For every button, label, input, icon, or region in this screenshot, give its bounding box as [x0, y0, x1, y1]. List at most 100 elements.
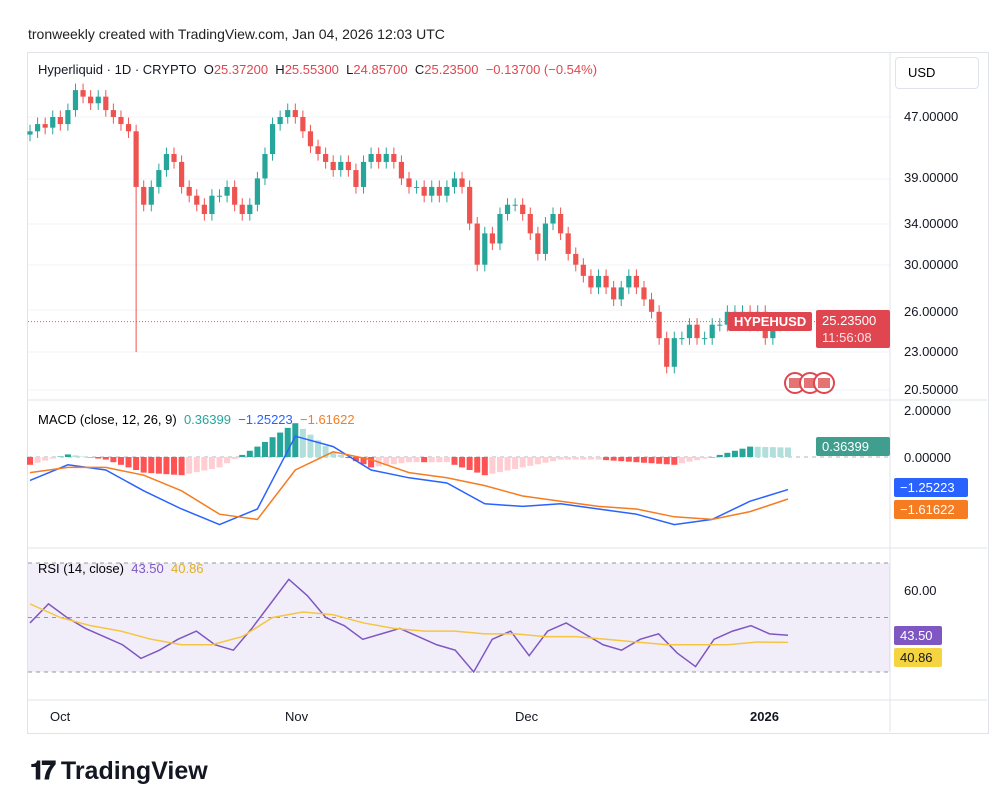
- macd-histogram-bar: [224, 457, 231, 464]
- macd-histogram-bar: [550, 457, 557, 462]
- candle-body: [171, 154, 177, 162]
- macd-histogram-bar: [246, 450, 253, 457]
- macd-histogram-bar: [345, 457, 352, 459]
- high-value: 25.55300: [284, 62, 339, 77]
- macd-histogram-bar: [49, 457, 56, 459]
- macd-histogram-bar: [557, 457, 564, 460]
- candle-body: [156, 170, 162, 187]
- candle-body: [141, 186, 147, 205]
- macd-signal-tag: −1.61622: [894, 500, 968, 519]
- candle-body: [626, 275, 632, 288]
- macd-histogram-bar: [443, 457, 450, 463]
- macd-histogram-bar: [406, 457, 412, 463]
- open-label: O: [203, 62, 214, 77]
- symbol-label[interactable]: Hyperliquid · 1D · CRYPTO: [38, 62, 197, 77]
- price-legend: Hyperliquid · 1D · CRYPTO O25.37200 H25.…: [38, 62, 597, 77]
- macd-histogram-bar: [527, 457, 534, 466]
- macd-histogram-bar: [292, 423, 299, 457]
- candle-body: [565, 233, 571, 254]
- candle-body: [451, 178, 458, 187]
- candle-body: [671, 338, 677, 367]
- candle-body: [467, 186, 473, 224]
- macd-histogram-bar: [716, 454, 723, 457]
- macd-histogram-bar: [390, 457, 397, 465]
- macd-histogram-bar: [352, 457, 359, 462]
- candle-body: [224, 186, 230, 196]
- macd-histogram-bar: [186, 457, 193, 474]
- macd-histogram-bar: [565, 457, 572, 460]
- candle-body: [292, 110, 298, 117]
- macd-histogram-bar: [436, 457, 443, 463]
- candle-body: [406, 178, 412, 187]
- macd-histogram-bar: [474, 457, 481, 473]
- candle-body: [459, 178, 465, 187]
- candle-body: [550, 213, 556, 224]
- rsi-value: 43.50: [131, 561, 164, 576]
- macd-histogram-bar: [171, 457, 178, 475]
- macd-histogram-bar: [769, 447, 776, 457]
- candle-body: [209, 195, 215, 214]
- candle-body: [535, 233, 541, 254]
- candle-body: [42, 124, 48, 128]
- macd-histogram-bar: [239, 454, 246, 457]
- macd-histogram-bar: [254, 446, 261, 457]
- macd-histogram-bar: [512, 457, 519, 469]
- macd-histogram-bar: [459, 457, 466, 468]
- macd-histogram-bar: [671, 457, 678, 465]
- change-value: −0.13700 (−0.54%): [485, 62, 598, 77]
- candle-body: [580, 264, 586, 276]
- tradingview-logo: 𝟏𝟕 TradingView: [30, 755, 208, 787]
- rsi-title[interactable]: RSI (14, close): [38, 561, 124, 576]
- candle-body: [527, 213, 533, 234]
- candle-body: [163, 154, 170, 171]
- chart-frame: [27, 52, 989, 734]
- tv-logo-icon: 𝟏𝟕: [30, 755, 56, 785]
- macd-histogram-bar: [504, 457, 511, 471]
- candle-body: [542, 223, 549, 254]
- price-tag: 25.23500 11:56:08: [816, 310, 890, 348]
- macd-histogram-bar: [307, 434, 314, 457]
- currency-button[interactable]: USD: [895, 57, 979, 89]
- macd-histogram-bar: [428, 457, 435, 463]
- price-tick: 23.00000: [904, 344, 959, 360]
- candle-body: [239, 204, 245, 214]
- candle-body: [50, 117, 56, 128]
- macd-histogram-bar: [572, 457, 579, 460]
- candle-body: [307, 131, 314, 147]
- macd-title[interactable]: MACD (close, 12, 26, 9): [38, 412, 177, 427]
- time-tick: Oct: [50, 709, 71, 724]
- candle-body: [179, 161, 185, 187]
- macd-histogram-bar: [360, 457, 367, 465]
- macd-histogram-bar: [110, 457, 117, 463]
- macd-histogram-bar: [709, 457, 716, 458]
- close-label: C: [414, 62, 425, 77]
- macd-histogram-bar: [80, 456, 87, 457]
- candle-body: [429, 186, 435, 196]
- macd-histogram-bar: [178, 457, 185, 476]
- candle-body: [603, 275, 609, 288]
- candle-body: [656, 311, 662, 339]
- candle-body: [679, 338, 685, 340]
- candle-body: [588, 275, 594, 288]
- candle-body: [595, 275, 602, 288]
- macd-histogram-bar: [625, 457, 632, 462]
- candle-body: [497, 213, 503, 244]
- macd-histogram-bar: [125, 457, 132, 468]
- candle-body: [80, 90, 86, 97]
- macd-histogram-bar: [42, 457, 49, 461]
- macd-histogram-bar: [261, 441, 268, 457]
- flag-stripes: [789, 378, 801, 388]
- candle-body: [103, 96, 109, 111]
- bar-countdown: 11:56:08: [822, 330, 872, 345]
- macd-histogram-bar: [421, 457, 428, 463]
- macd-histogram-bar: [595, 457, 602, 460]
- macd-histogram-bar: [610, 457, 617, 461]
- macd-histogram-bar: [337, 454, 344, 457]
- macd-histogram-bar: [413, 457, 420, 463]
- candle-body: [330, 161, 336, 171]
- close-value: 25.23500: [424, 62, 479, 77]
- macd-histogram-bar: [451, 457, 458, 465]
- candle-body: [315, 146, 321, 155]
- macd-tick: 0.00000: [904, 450, 951, 465]
